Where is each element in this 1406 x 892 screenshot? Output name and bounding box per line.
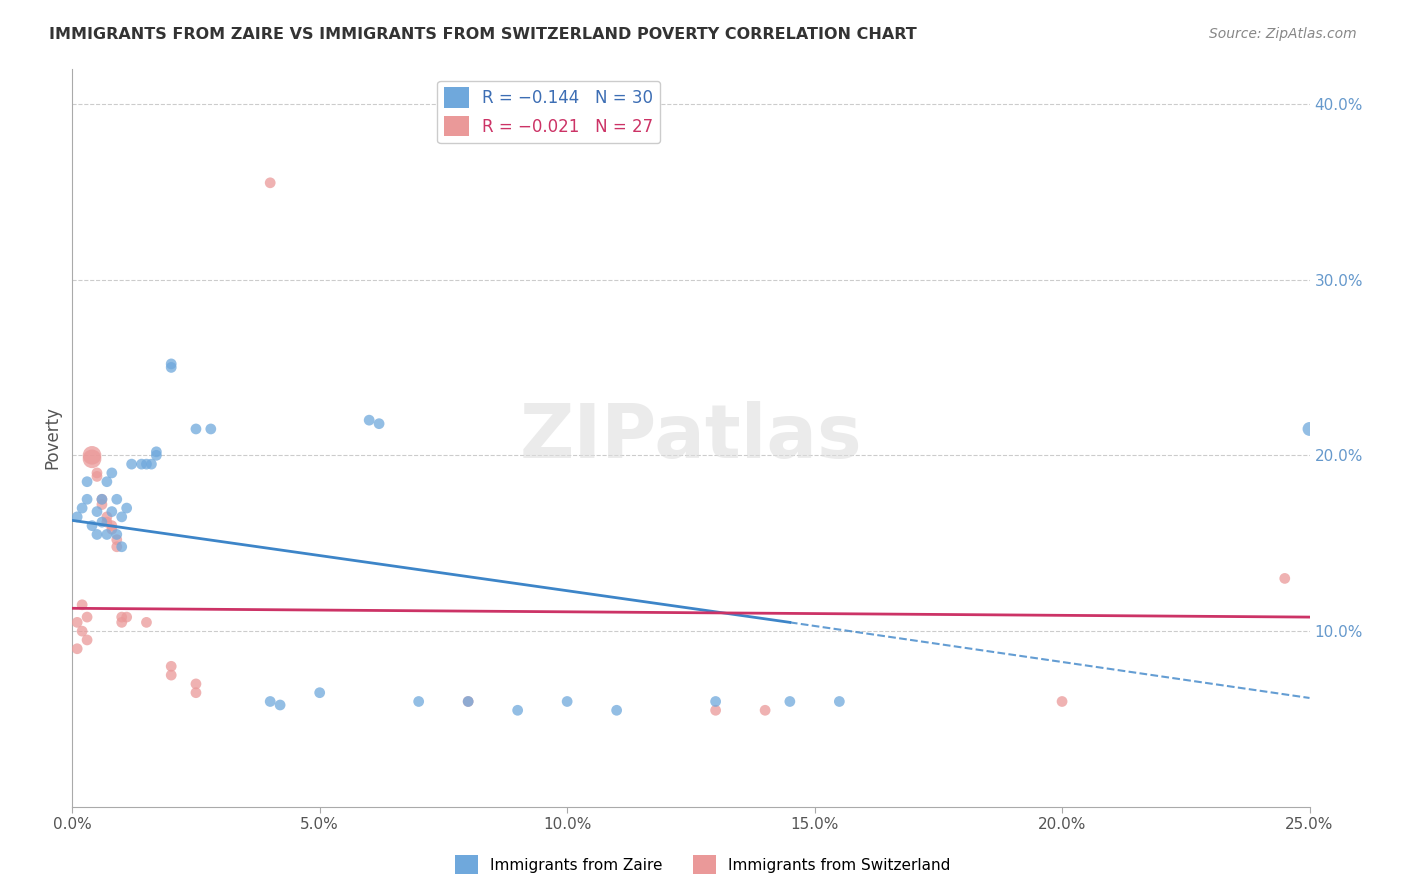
Point	[184, 686, 207, 700]
Point	[115, 501, 138, 516]
Point	[308, 686, 330, 700]
Point	[86, 466, 108, 480]
Point	[111, 610, 134, 624]
Point	[86, 469, 108, 483]
Text: IMMIGRANTS FROM ZAIRE VS IMMIGRANTS FROM SWITZERLAND POVERTY CORRELATION CHART: IMMIGRANTS FROM ZAIRE VS IMMIGRANTS FROM…	[49, 27, 917, 42]
Point	[160, 659, 183, 673]
Point	[754, 703, 776, 717]
Point	[70, 501, 93, 516]
Point	[90, 492, 112, 507]
Point	[96, 527, 118, 541]
Point	[160, 357, 183, 371]
Point	[408, 694, 430, 708]
Point	[96, 475, 118, 489]
Point	[96, 515, 118, 529]
Point	[115, 610, 138, 624]
Point	[259, 176, 281, 190]
Point	[76, 632, 98, 647]
Text: ZIPatlas: ZIPatlas	[520, 401, 862, 475]
Point	[160, 668, 183, 682]
Point	[359, 413, 381, 427]
Point	[184, 422, 207, 436]
Point	[828, 694, 851, 708]
Point	[80, 451, 103, 466]
Point	[90, 492, 112, 507]
Point	[105, 533, 128, 547]
Point	[704, 703, 727, 717]
Point	[704, 694, 727, 708]
Point	[269, 698, 291, 712]
Point	[70, 598, 93, 612]
Point	[66, 509, 89, 524]
Text: Source: ZipAtlas.com: Source: ZipAtlas.com	[1209, 27, 1357, 41]
Point	[86, 527, 108, 541]
Point	[80, 448, 103, 462]
Y-axis label: Poverty: Poverty	[44, 406, 60, 469]
Legend: R = −0.144   N = 30, R = −0.021   N = 27: R = −0.144 N = 30, R = −0.021 N = 27	[437, 80, 659, 143]
Point	[105, 540, 128, 554]
Point	[111, 540, 134, 554]
Point	[101, 505, 124, 519]
Point	[105, 527, 128, 541]
Point	[76, 475, 98, 489]
Point	[90, 515, 112, 529]
Point	[506, 703, 529, 717]
Point	[368, 417, 391, 431]
Point	[131, 457, 153, 471]
Point	[779, 694, 801, 708]
Point	[101, 522, 124, 536]
Point	[90, 498, 112, 512]
Point	[66, 641, 89, 656]
Point	[80, 518, 103, 533]
Point	[1274, 571, 1296, 585]
Point	[160, 360, 183, 375]
Legend: Immigrants from Zaire, Immigrants from Switzerland: Immigrants from Zaire, Immigrants from S…	[449, 849, 957, 880]
Point	[121, 457, 143, 471]
Point	[259, 694, 281, 708]
Point	[457, 694, 479, 708]
Point	[135, 615, 157, 630]
Point	[101, 518, 124, 533]
Point	[76, 492, 98, 507]
Point	[111, 509, 134, 524]
Point	[145, 448, 167, 462]
Point	[135, 457, 157, 471]
Point	[96, 509, 118, 524]
Point	[76, 610, 98, 624]
Point	[141, 457, 163, 471]
Point	[111, 615, 134, 630]
Point	[145, 445, 167, 459]
Point	[200, 422, 222, 436]
Point	[184, 677, 207, 691]
Point	[457, 694, 479, 708]
Point	[1050, 694, 1073, 708]
Point	[70, 624, 93, 639]
Point	[1298, 422, 1320, 436]
Point	[66, 615, 89, 630]
Point	[606, 703, 628, 717]
Point	[105, 492, 128, 507]
Point	[101, 466, 124, 480]
Point	[86, 505, 108, 519]
Point	[555, 694, 578, 708]
